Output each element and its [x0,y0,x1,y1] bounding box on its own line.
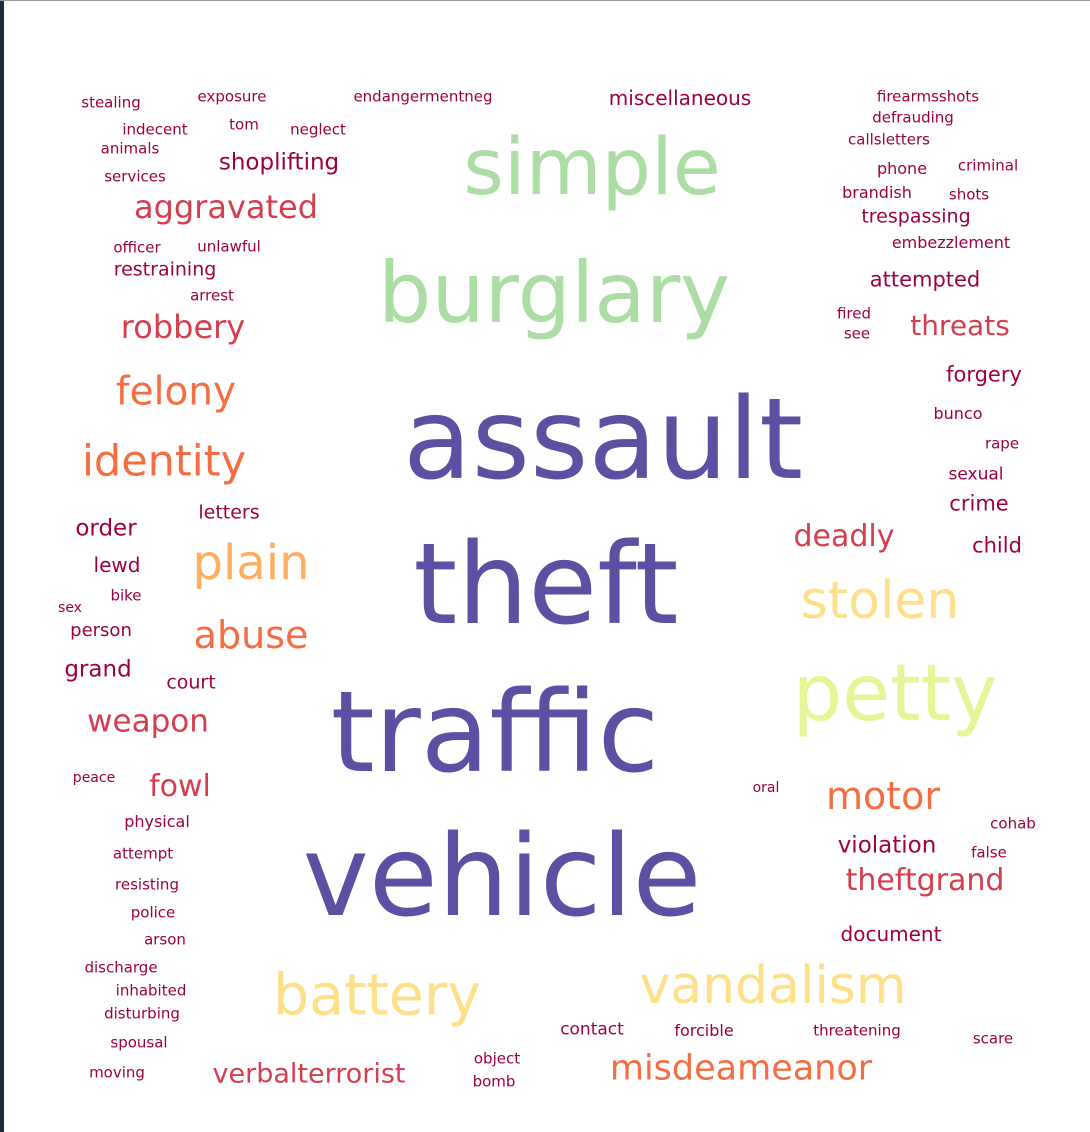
word-brandish: brandish [842,183,912,202]
word-bike: bike [110,586,142,605]
word-false: false [971,843,1007,862]
word-fowl: fowl [149,769,211,804]
word-burglary: burglary [378,244,730,342]
word-scare: scare [972,1029,1014,1048]
word-robbery: robbery [120,308,246,346]
word-battery: battery [272,962,482,1029]
word-stolen: stolen [800,571,960,631]
word-bunco: bunco [933,404,983,423]
word-neglect: neglect [290,120,346,139]
word-traffic: traffic [330,668,660,798]
word-sex: sex [58,600,82,616]
word-verbalterrorist: verbalterrorist [212,1058,406,1090]
word-cohab: cohab [990,814,1036,833]
word-firearmsshots: firearmsshots [876,87,980,106]
word-document: document [840,922,942,946]
word-threatening: threatening [813,1021,901,1040]
word-attempt: attempt [112,844,174,863]
word-assault: assault [403,375,803,505]
word-order: order [75,515,137,542]
word-spousal: spousal [110,1033,168,1052]
word-weapon: weapon [87,703,209,740]
word-shots: shots [948,185,990,204]
word-court: court [166,671,216,694]
word-police: police [130,903,176,922]
word-shoplifting: shoplifting [218,149,340,176]
word-misdeameanor: misdeameanor [609,1048,873,1089]
word-callsletters: callsletters [848,130,930,149]
word-forcible: forcible [674,1021,734,1040]
word-identity: identity [81,436,247,487]
word-object: object [473,1049,521,1068]
word-moving: moving [89,1063,145,1082]
word-motor: motor [825,774,941,818]
word-bomb: bomb [472,1072,516,1091]
word-inhabited: inhabited [115,981,187,1000]
word-arson: arson [144,930,186,949]
word-miscellaneous: miscellaneous [608,86,752,110]
word-deadly: deadly [793,519,895,554]
word-threats: threats [910,309,1010,342]
word-child: child [972,533,1022,558]
word-person: person [70,620,132,641]
word-petty: petty [792,649,998,739]
word-physical: physical [124,812,190,831]
word-theft: theft [413,520,679,650]
word-arrest: arrest [190,286,234,305]
word-theftgrand: theftgrand [845,863,1005,898]
word-discharge: discharge [84,958,158,977]
word-stealing: stealing [81,93,141,112]
word-criminal: criminal [957,156,1019,175]
word-lewd: lewd [93,553,141,577]
word-tom: tom [229,115,259,134]
word-see: see [843,324,871,343]
word-abuse: abuse [193,613,309,657]
word-letters: letters [198,501,260,524]
word-trespassing: trespassing [861,205,971,228]
word-aggravated: aggravated [133,188,319,226]
word-vandalism: vandalism [639,956,907,1016]
word-plain: plain [192,535,310,591]
word-restraining: restraining [113,258,217,281]
word-oral: oral [752,780,780,796]
word-indecent: indecent [122,120,188,139]
window-top-border [0,0,1090,1]
word-sexual: sexual [948,464,1004,485]
word-fired: fired [836,304,872,323]
word-embezzlement: embezzlement [891,233,1011,252]
word-grand: grand [64,656,132,683]
word-attempted: attempted [869,267,981,292]
word-unlawful: unlawful [197,237,261,256]
word-officer: officer [113,238,161,257]
word-exposure: exposure [197,87,267,106]
word-violation: violation [837,832,937,859]
word-disturbing: disturbing [104,1004,180,1023]
word-endangermentneg: endangermentneg [353,87,493,106]
window-left-edge [0,0,4,1132]
word-services: services [104,167,166,186]
word-peace: peace [72,770,116,786]
word-resisting: resisting [115,875,179,894]
word-animals: animals [100,139,160,158]
word-contact: contact [560,1019,624,1040]
word-defrauding: defrauding [872,108,954,127]
word-vehicle: vehicle [302,812,702,942]
word-felony: felony [115,369,237,415]
word-crime: crime [949,491,1009,516]
word-rape: rape [984,434,1020,453]
word-phone: phone [876,159,928,178]
word-simple: simple [463,123,721,213]
word-forgery: forgery [946,362,1022,387]
